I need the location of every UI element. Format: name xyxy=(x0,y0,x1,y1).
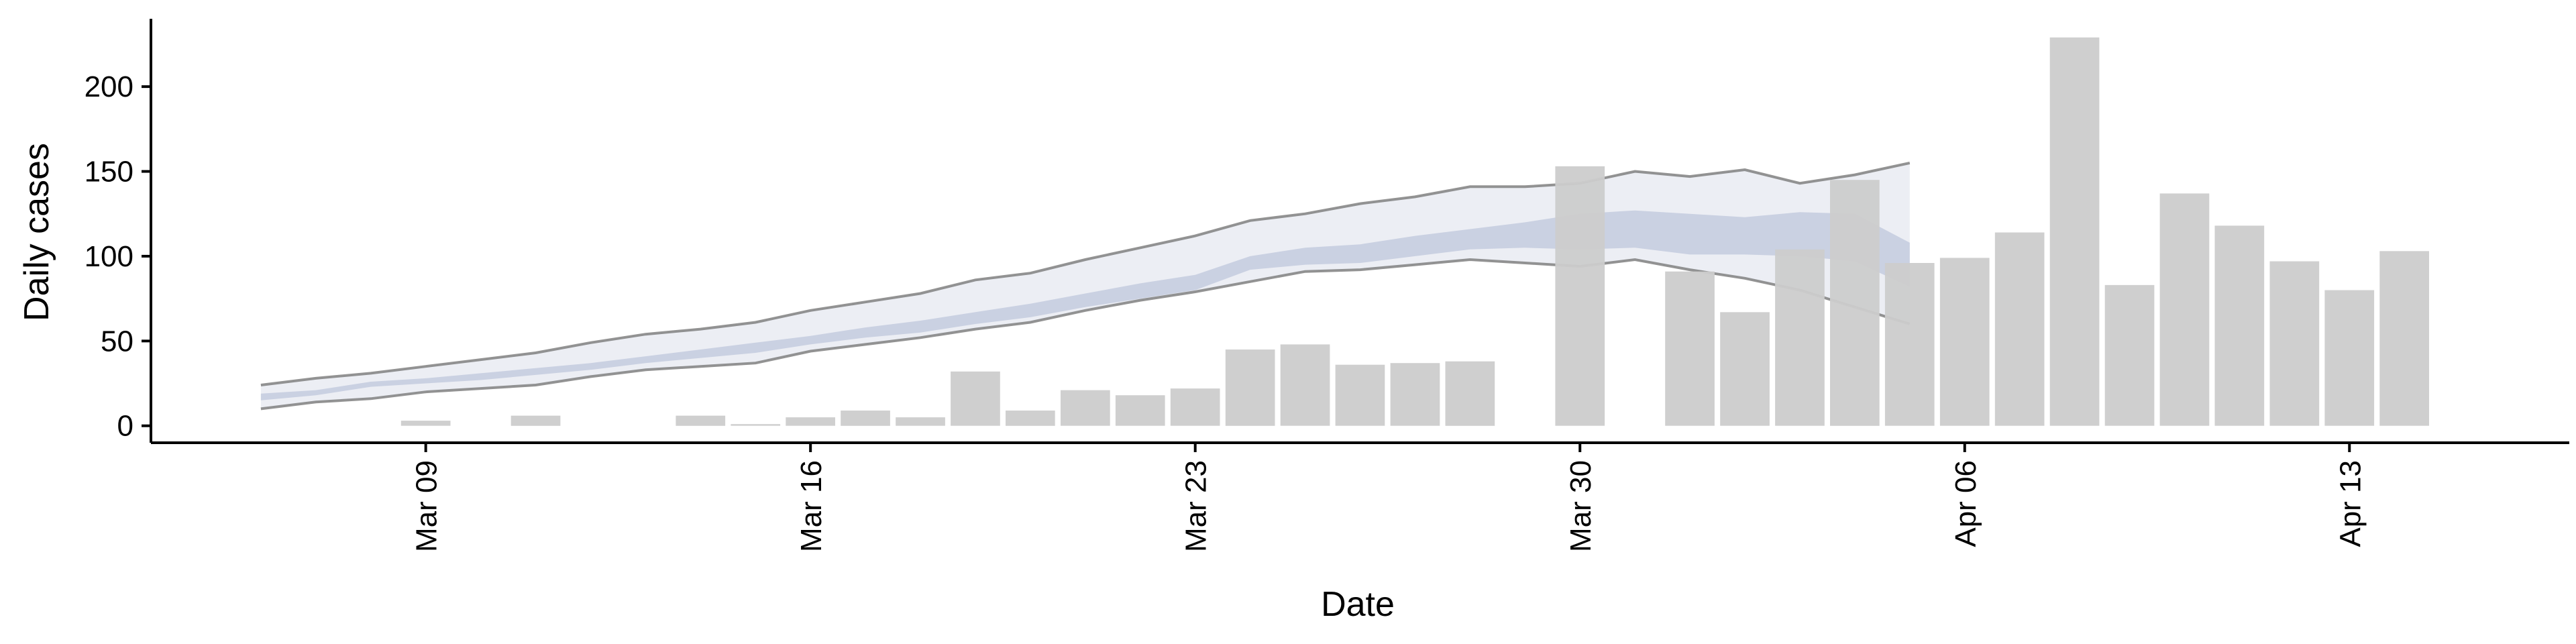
bar xyxy=(951,371,1000,426)
bar xyxy=(1445,361,1495,426)
bar xyxy=(1225,350,1275,426)
bar xyxy=(1061,390,1110,426)
bar xyxy=(2159,193,2210,426)
bar xyxy=(1884,263,1935,426)
bar xyxy=(1939,258,1990,426)
bar xyxy=(676,415,726,426)
bar xyxy=(1665,271,1715,426)
projection-band-layer xyxy=(260,161,1911,411)
inner-interval-band xyxy=(260,210,1910,400)
y-axis-title: Daily cases xyxy=(17,143,56,321)
x-axis-title: Date xyxy=(1321,585,1395,624)
bar xyxy=(511,415,561,426)
y-tick-label: 100 xyxy=(85,240,133,273)
bar xyxy=(2324,290,2375,426)
bar xyxy=(2214,225,2265,426)
x-tick-label: Mar 30 xyxy=(1564,460,1597,552)
bar xyxy=(1775,249,1825,426)
bar xyxy=(1720,312,1770,426)
bar xyxy=(1280,344,1330,426)
bar xyxy=(1555,166,1605,426)
bar xyxy=(786,417,835,426)
x-tick-label: Mar 09 xyxy=(411,460,443,552)
bar xyxy=(2379,251,2429,426)
x-tick-label: Mar 23 xyxy=(1180,460,1213,552)
bar xyxy=(400,421,451,426)
x-tick-label: Mar 16 xyxy=(795,460,828,552)
upper-bound-line xyxy=(260,161,1911,386)
y-tick-label: 0 xyxy=(117,410,133,443)
bar xyxy=(1335,364,1385,426)
bar xyxy=(1006,411,1055,426)
x-tick-label: Apr 06 xyxy=(1949,460,1982,547)
bar xyxy=(731,424,781,426)
bar xyxy=(2049,37,2100,426)
bar xyxy=(841,411,890,426)
bar xyxy=(2269,261,2320,426)
bar xyxy=(1994,232,2045,426)
bar xyxy=(1115,395,1165,426)
bar xyxy=(1390,363,1440,426)
y-tick-label: 150 xyxy=(85,156,133,189)
y-tick-label: 200 xyxy=(85,70,133,103)
y-tick-label: 50 xyxy=(101,325,133,358)
bars-layer xyxy=(400,37,2429,426)
lower-bound-line xyxy=(260,258,1911,411)
axes-layer: 0 50 100 150 200 Mar 09 Mar 16 Mar 23 Mar 30 Apr … xyxy=(85,19,2569,552)
x-tick-label: Apr 13 xyxy=(2334,460,2367,547)
bar xyxy=(1170,388,1220,426)
bar xyxy=(1830,180,1880,426)
bar xyxy=(896,417,945,426)
bar xyxy=(2104,284,2155,426)
outer-interval-band xyxy=(260,162,1910,409)
